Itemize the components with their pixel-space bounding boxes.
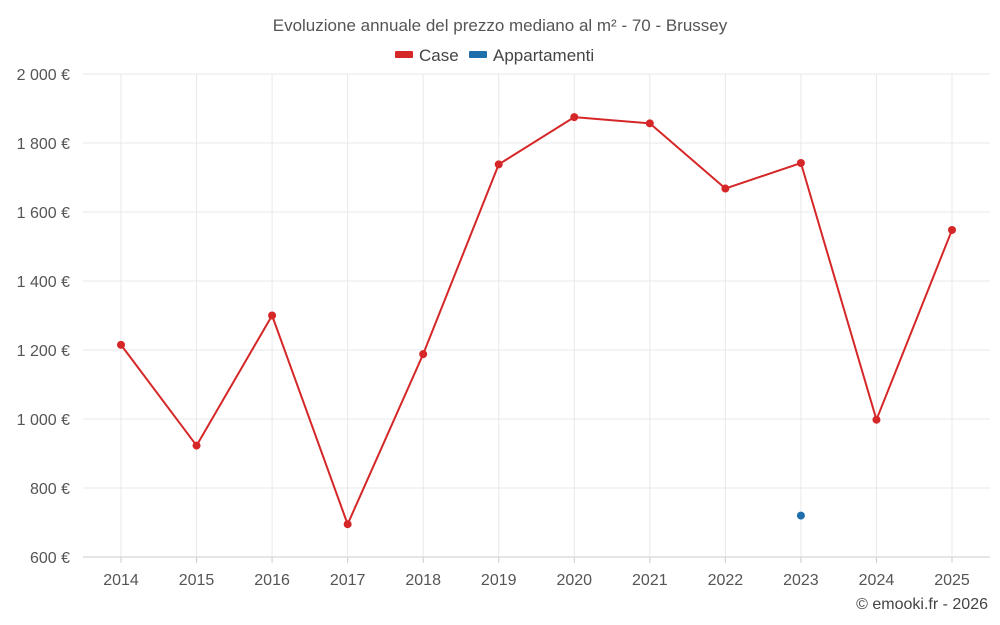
- y-tick-label: 2 000 €: [17, 67, 70, 84]
- x-tick-label: 2016: [254, 572, 290, 589]
- x-tick-label: 2015: [179, 572, 215, 589]
- data-point-case[interactable]: [721, 184, 730, 193]
- legend-swatch-case: [395, 51, 413, 58]
- x-tick-label: 2022: [708, 572, 744, 589]
- data-point-case[interactable]: [343, 520, 352, 529]
- data-point-case[interactable]: [268, 311, 277, 320]
- legend-label-appartamenti: Appartamenti: [493, 46, 594, 65]
- x-tick-label: 2014: [103, 572, 139, 589]
- data-point-case[interactable]: [796, 159, 805, 168]
- legend-item-appartamenti[interactable]: Appartamenti: [469, 46, 594, 65]
- y-axis-labels: 600 € 800 € 1 000 € 1 200 € 1 400 € 1 600 € 1 …: [17, 67, 70, 567]
- y-tick-label: 1 400 €: [17, 274, 70, 291]
- data-point-case[interactable]: [117, 340, 125, 349]
- chart-legend: Case Appartamenti: [395, 46, 594, 65]
- y-tick-label: 1 200 €: [17, 343, 70, 360]
- credit-text: © emooki.fr - 2026: [856, 596, 988, 613]
- data-point-case[interactable]: [872, 415, 881, 424]
- data-point-case[interactable]: [494, 160, 503, 169]
- legend-label-case: Case: [419, 46, 459, 65]
- x-tick-label: 2018: [405, 572, 441, 589]
- y-tick-label: 600 €: [30, 550, 70, 567]
- data-point-appartamenti[interactable]: [796, 511, 805, 520]
- data-point-case[interactable]: [645, 119, 654, 128]
- y-tick-label: 1 600 €: [17, 205, 70, 222]
- series-line-case: [120, 116, 953, 526]
- data-point-case[interactable]: [948, 225, 956, 234]
- legend-swatch-appartamenti: [469, 51, 487, 58]
- data-point-case[interactable]: [419, 350, 428, 359]
- x-tick-label: 2019: [481, 572, 517, 589]
- x-tick-label: 2024: [859, 572, 895, 589]
- x-tick-label: 2020: [556, 572, 592, 589]
- x-tick-label: 2021: [632, 572, 668, 589]
- x-tick-label: 2023: [783, 572, 819, 589]
- chart-title: Evoluzione annuale del prezzo mediano al…: [273, 16, 728, 35]
- y-tick-label: 1 800 €: [17, 136, 70, 153]
- y-tick-label: 800 €: [30, 481, 70, 498]
- series-layer: [117, 113, 956, 529]
- legend-item-case[interactable]: Case: [395, 46, 459, 65]
- y-tick-label: 1 000 €: [17, 412, 70, 429]
- data-point-case[interactable]: [570, 113, 579, 122]
- x-tick-label: 2025: [934, 572, 970, 589]
- x-tick-label: 2017: [330, 572, 366, 589]
- x-axis-labels: 2014 2015 2016 2017 2018 2019 2020 2021 2022 2023…: [103, 572, 970, 589]
- grid: [83, 73, 990, 563]
- data-point-case[interactable]: [192, 441, 201, 450]
